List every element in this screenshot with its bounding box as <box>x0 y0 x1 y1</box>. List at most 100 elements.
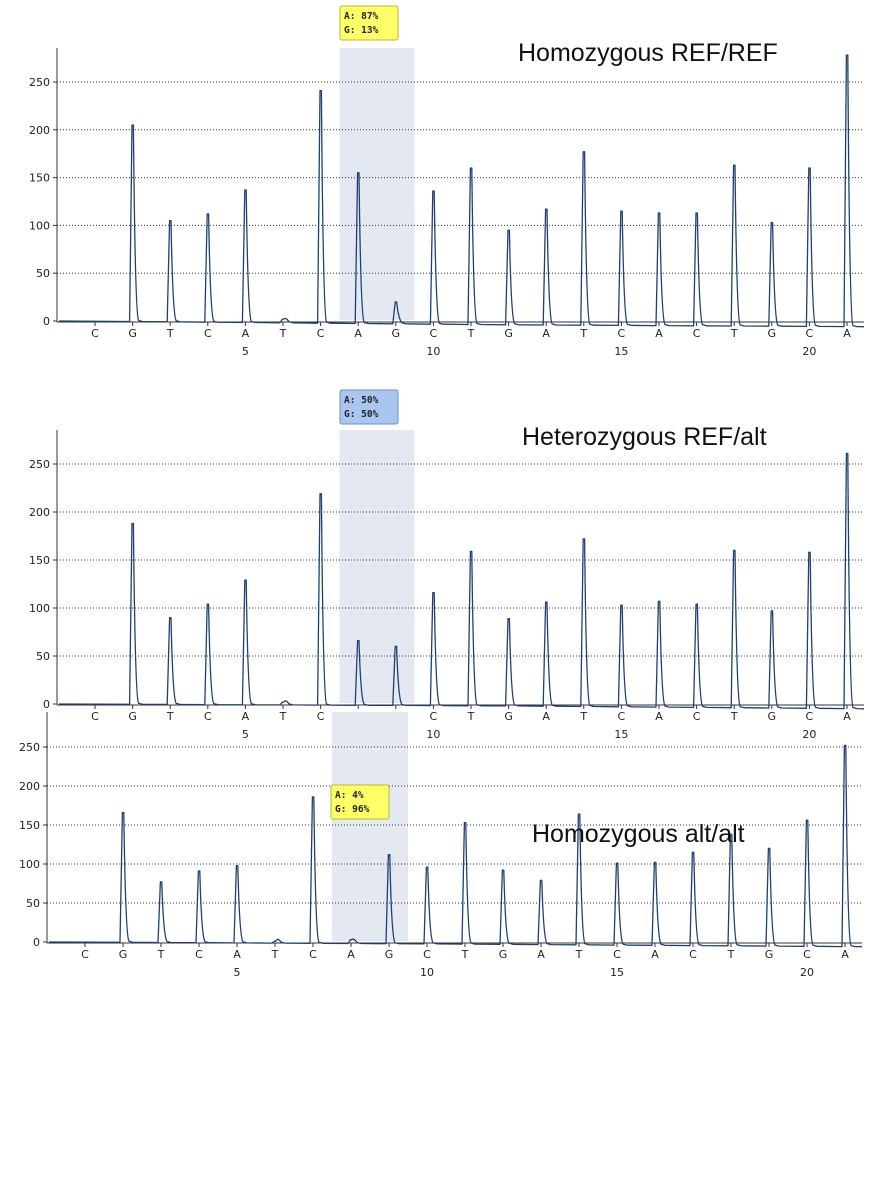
x-tick-label: 10 <box>420 966 434 979</box>
base-label: A <box>655 327 663 340</box>
chart-title: Homozygous alt/alt <box>532 820 745 848</box>
base-label: C <box>689 948 697 961</box>
base-label: G <box>504 710 513 723</box>
base-label: C <box>91 327 99 340</box>
y-tick-label: 50 <box>26 897 40 910</box>
badge-line-g: G: 96% <box>335 804 370 815</box>
y-tick-label: 150 <box>29 172 50 185</box>
y-tick-label: 250 <box>29 458 50 471</box>
base-label: T <box>579 327 587 340</box>
base-label: T <box>730 327 738 340</box>
base-label: T <box>157 948 165 961</box>
x-tick-label: 5 <box>242 728 249 741</box>
y-tick-label: 50 <box>36 267 50 280</box>
base-label: A <box>354 327 362 340</box>
base-label: A <box>242 327 250 340</box>
base-label: T <box>575 948 583 961</box>
base-label: T <box>727 948 735 961</box>
base-label: C <box>204 327 212 340</box>
signal-trace <box>48 744 863 948</box>
base-label: A <box>242 710 250 723</box>
y-tick-label: 200 <box>29 506 50 519</box>
base-label: C <box>693 710 701 723</box>
base-label: T <box>467 710 475 723</box>
base-label: A <box>843 710 851 723</box>
base-label: T <box>279 327 287 340</box>
base-label: C <box>309 948 317 961</box>
base-label: A <box>542 327 550 340</box>
base-label: C <box>613 948 621 961</box>
chart-panel-3: 0 50 100 150 200 250 C G T C A T C A G C T G A T C A C T G C A 5 10 1… <box>19 712 863 979</box>
signal-trace <box>58 54 865 328</box>
base-label: C <box>618 327 626 340</box>
base-label: A <box>841 948 849 961</box>
x-tick-label: 10 <box>426 728 440 741</box>
x-tick-label: 15 <box>614 728 628 741</box>
base-label: C <box>803 948 811 961</box>
base-label: G <box>128 327 137 340</box>
base-label: C <box>806 710 814 723</box>
base-label: A <box>651 948 659 961</box>
x-tick-label: 20 <box>802 728 816 741</box>
x-tick-label: 5 <box>242 345 249 358</box>
base-label: G <box>385 948 394 961</box>
base-label: A <box>542 710 550 723</box>
base-label: G <box>504 327 513 340</box>
base-label: C <box>693 327 701 340</box>
base-label: A <box>655 710 663 723</box>
signal-trace <box>58 452 865 710</box>
base-label: T <box>166 327 174 340</box>
y-tick-label: 150 <box>29 554 50 567</box>
base-label: C <box>81 948 89 961</box>
badge-line-g: G: 13% <box>344 25 379 36</box>
y-tick-label: 100 <box>19 858 40 871</box>
base-label: C <box>91 710 99 723</box>
base-label: C <box>430 710 438 723</box>
base-label: A <box>537 948 545 961</box>
base-label: A <box>843 327 851 340</box>
base-label: C <box>204 710 212 723</box>
x-tick-label: 20 <box>802 345 816 358</box>
base-label: T <box>166 710 174 723</box>
base-label: C <box>430 327 438 340</box>
base-label: T <box>730 710 738 723</box>
chart-panel-1: 0 50 100 150 200 250 C G T C A T C A G C T G A T C A C T G C A 5 10 1… <box>29 5 865 358</box>
base-label: C <box>618 710 626 723</box>
allele-ratio-badge <box>339 389 399 425</box>
base-label: C <box>423 948 431 961</box>
chart-panel-2: 050100150200250CGTCATCAGCTGATCACTGCA5101… <box>29 389 865 741</box>
base-label: C <box>317 327 325 340</box>
x-tick-label: 20 <box>800 966 814 979</box>
base-label: G <box>392 327 401 340</box>
highlight-band <box>339 430 415 703</box>
chart-title: Heterozygous REF/alt <box>522 423 767 451</box>
base-label: C <box>195 948 203 961</box>
base-label: G <box>128 710 137 723</box>
base-label: G <box>768 710 777 723</box>
chart-title: Homozygous REF/REF <box>518 39 778 67</box>
base-label: G <box>768 327 777 340</box>
y-tick-label: 200 <box>19 780 40 793</box>
allele-ratio-badge <box>330 784 390 820</box>
highlight-band <box>332 712 408 941</box>
base-label: T <box>467 327 475 340</box>
base-label: G <box>499 948 508 961</box>
y-tick-label: 150 <box>19 819 40 832</box>
base-label: G <box>119 948 128 961</box>
y-tick-label: 200 <box>29 124 50 137</box>
base-label: C <box>806 327 814 340</box>
base-label: A <box>347 948 355 961</box>
y-tick-label: 250 <box>29 76 50 89</box>
base-label: G <box>765 948 774 961</box>
base-label: T <box>579 710 587 723</box>
x-tick-label: 5 <box>234 966 241 979</box>
y-tick-label: 0 <box>43 698 50 711</box>
badge-line-a: A: 50% <box>344 395 379 406</box>
highlight-band <box>339 48 415 320</box>
base-label: T <box>461 948 469 961</box>
x-tick-label: 15 <box>614 345 628 358</box>
x-tick-label: 10 <box>426 345 440 358</box>
base-label: C <box>317 710 325 723</box>
base-label: A <box>233 948 241 961</box>
